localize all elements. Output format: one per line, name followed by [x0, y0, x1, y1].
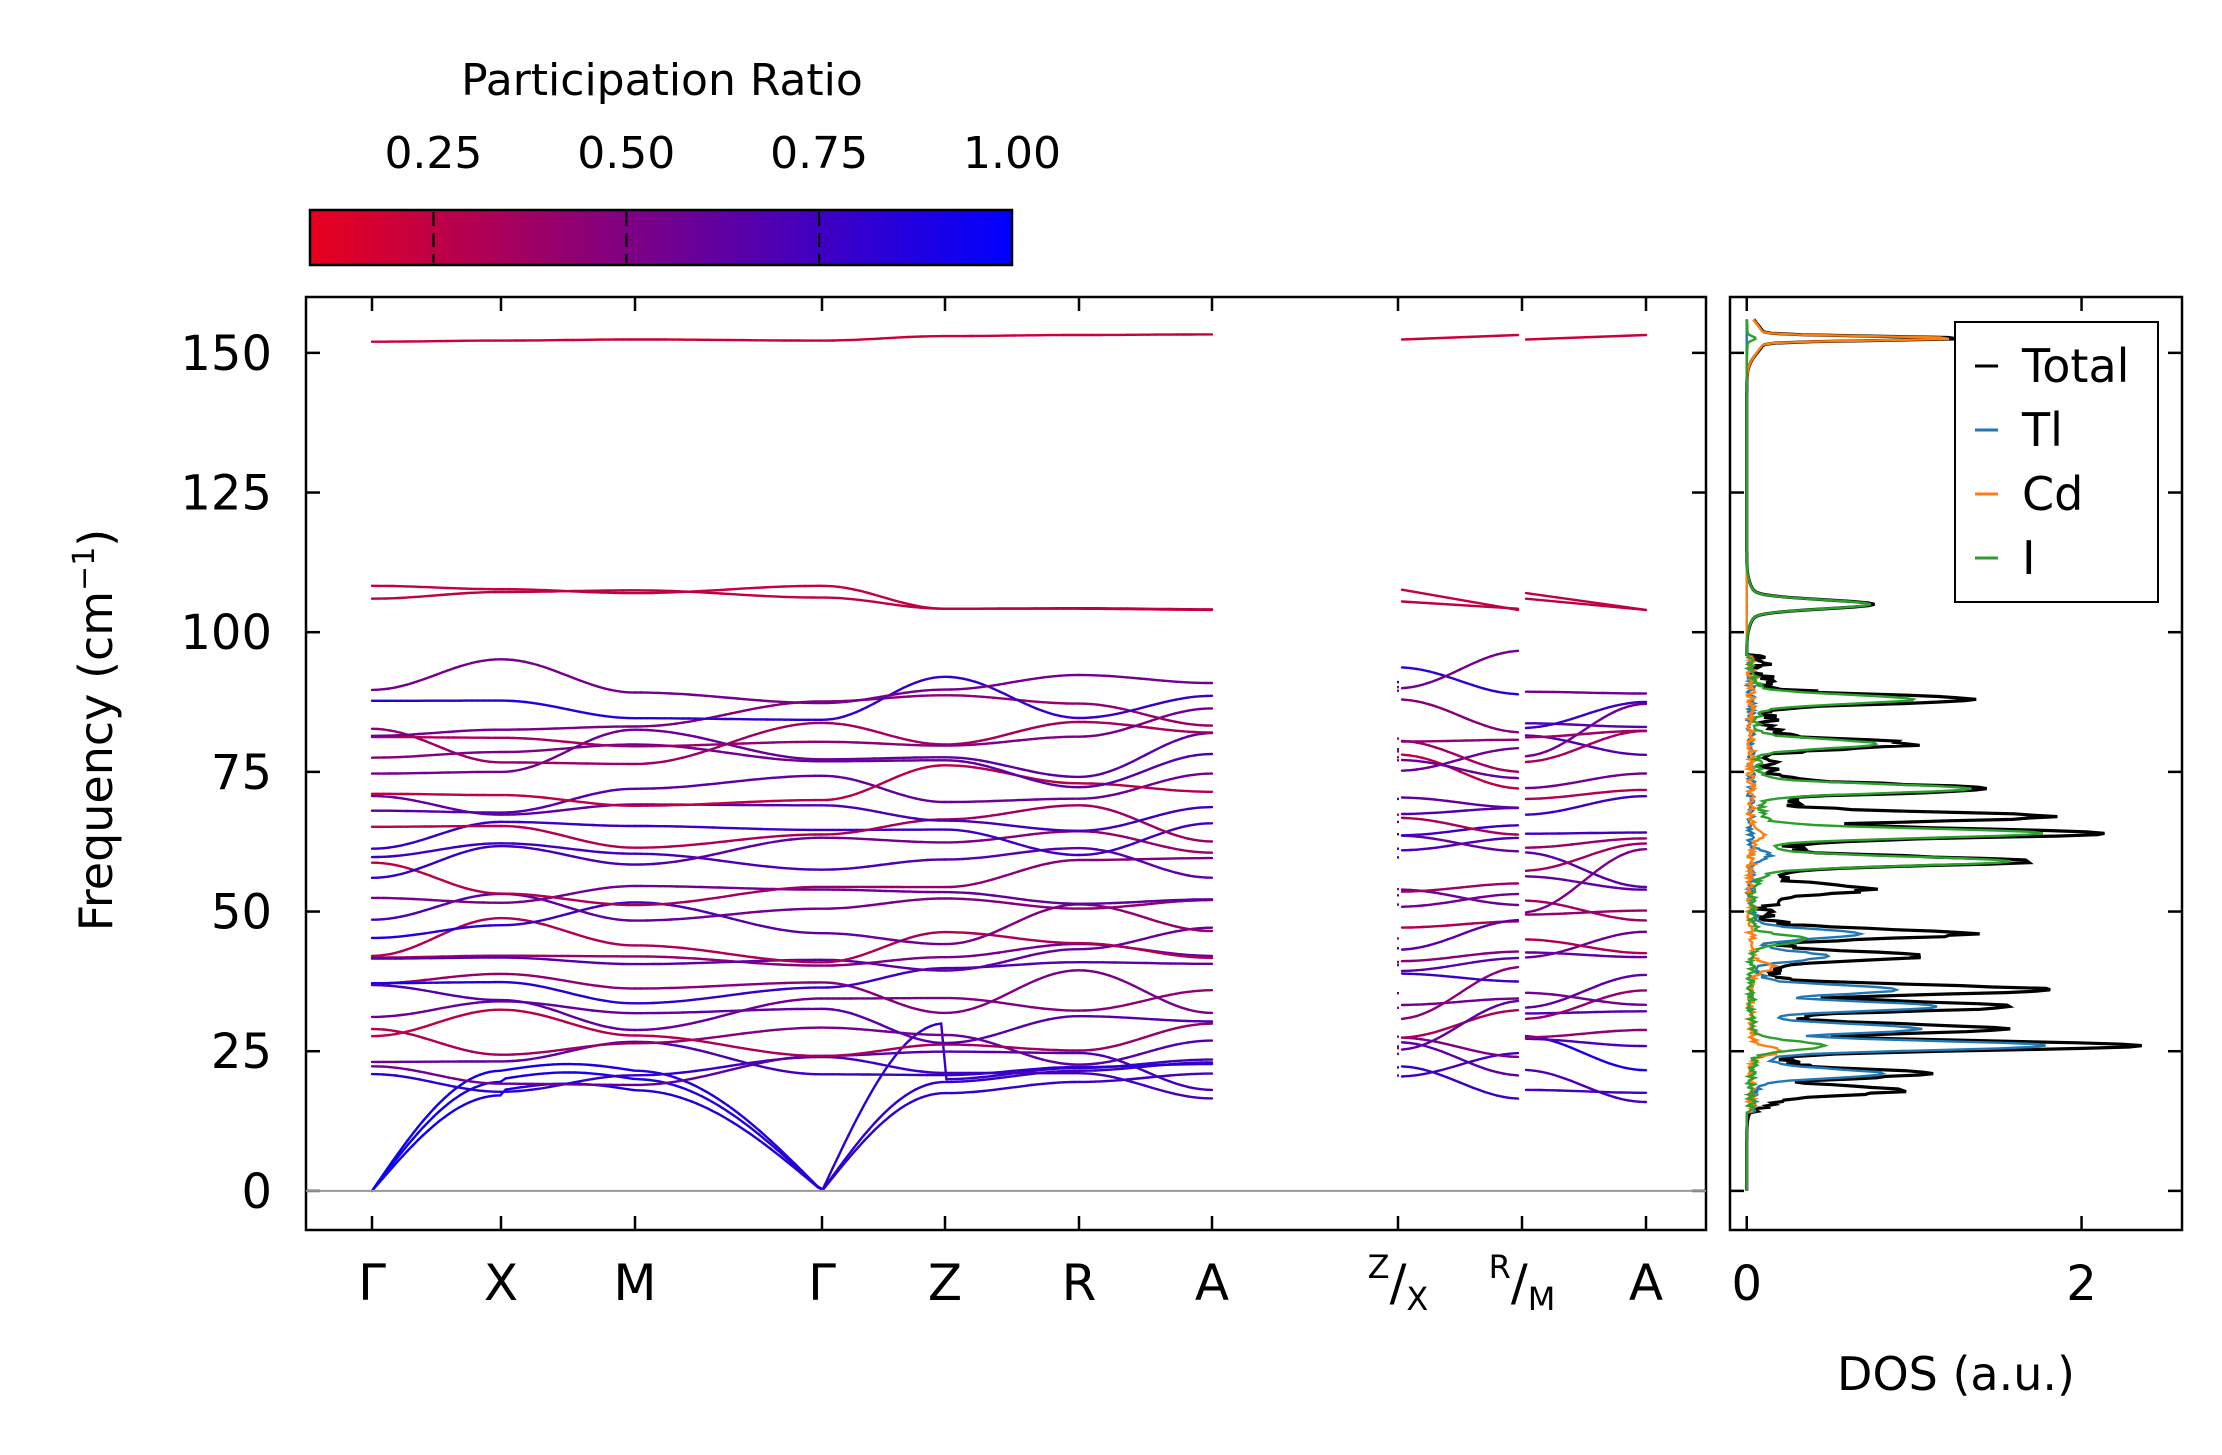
acoustic-branch — [857, 1134, 866, 1143]
acoustic-branch — [396, 1149, 404, 1159]
acoustic-branch — [867, 1085, 876, 1098]
acoustic-branch — [411, 1138, 420, 1147]
acoustic-branch — [821, 1177, 830, 1191]
acoustic-branch — [386, 1159, 394, 1170]
acoustic-branch — [862, 1128, 871, 1137]
optic-branch — [1452, 991, 1462, 999]
acoustic-branch — [396, 1154, 404, 1163]
optic-branch — [1446, 1027, 1456, 1035]
acoustic-branch — [867, 1129, 876, 1137]
colorbar-gradient — [308, 208, 1014, 267]
colorbar-tick-label: 0.75 — [770, 128, 868, 179]
acoustic-branch — [826, 1166, 835, 1180]
optic-branch — [1551, 898, 1561, 905]
optic-branch — [1607, 857, 1617, 864]
acoustic-branch — [432, 1102, 440, 1111]
optic-branch — [1601, 861, 1611, 868]
acoustic-branch — [401, 1149, 410, 1158]
acoustic-branch — [811, 1179, 819, 1188]
optic-branch — [1446, 995, 1456, 1003]
acoustic-branch — [867, 1122, 876, 1131]
acoustic-branch — [862, 1134, 871, 1143]
acoustic-branch — [805, 1174, 814, 1183]
optic-branch — [1464, 1016, 1474, 1023]
acoustic-branch — [837, 1144, 845, 1158]
acoustic-branch — [386, 1166, 394, 1175]
optic-branch — [1440, 999, 1449, 1006]
acoustic-branch — [427, 1115, 435, 1124]
optic-branch — [1458, 1020, 1468, 1027]
acoustic-branch — [883, 1062, 891, 1073]
optic-branch — [1557, 893, 1567, 901]
optic-branch — [1452, 1024, 1462, 1031]
acoustic-branch — [857, 1139, 866, 1148]
acoustic-branch — [862, 1094, 871, 1107]
acoustic-branch — [375, 1174, 384, 1185]
acoustic-branch — [852, 1145, 860, 1154]
acoustic-branch — [437, 1097, 446, 1105]
acoustic-branch — [795, 1164, 803, 1172]
optic-branch — [1570, 884, 1580, 892]
acoustic-branch — [406, 1132, 415, 1142]
acoustic-branch — [847, 1123, 855, 1137]
acoustic-branch — [852, 1140, 860, 1150]
acoustic-branch — [837, 1160, 845, 1170]
acoustic-branch — [370, 1182, 379, 1193]
optic-branch — [1464, 983, 1474, 991]
acoustic-branch — [779, 1148, 788, 1157]
colorbar-tick-label: 0.50 — [577, 128, 675, 179]
acoustic-branch — [427, 1107, 435, 1116]
acoustic-branch — [903, 1038, 912, 1046]
acoustic-branch — [800, 1169, 809, 1178]
acoustic-branch — [401, 1138, 410, 1149]
acoustic-branch — [842, 1157, 850, 1166]
acoustic-branch — [417, 1125, 425, 1135]
acoustic-branch — [888, 1055, 896, 1065]
acoustic-branch — [831, 1167, 840, 1177]
acoustic-branch — [826, 1174, 835, 1185]
colorbar-tick-label: 0.25 — [384, 128, 482, 179]
acoustic-branch — [411, 1125, 420, 1135]
acoustic-branch — [831, 1155, 840, 1169]
phonon-bands — [370, 333, 1648, 1193]
colorbar-ticks: 0.25 0.50 0.75 1.00 — [384, 128, 1061, 263]
acoustic-branch — [381, 1167, 389, 1178]
acoustic-branch — [847, 1151, 855, 1160]
acoustic-branch — [852, 1113, 860, 1127]
acoustic-branch — [391, 1156, 399, 1166]
optic-branch — [1595, 865, 1604, 873]
colorbar: Participation Ratio 0.25 0.50 0.75 1.00 — [308, 55, 1061, 267]
acoustic-branch — [837, 1163, 845, 1173]
colorbar-tick-label: 1.00 — [963, 128, 1061, 179]
optic-branch — [1471, 980, 1480, 987]
optic-branch — [1564, 889, 1573, 897]
acoustic-branch — [774, 1143, 782, 1152]
acoustic-branch — [422, 1113, 430, 1122]
acoustic-branch — [842, 1134, 850, 1148]
optic-branch — [1458, 987, 1468, 995]
acoustic-branch — [417, 1119, 425, 1129]
acoustic-branch — [873, 1077, 881, 1089]
acoustic-branch — [406, 1137, 415, 1146]
acoustic-branch — [391, 1160, 399, 1169]
acoustic-branch — [873, 1116, 881, 1125]
acoustic-branch — [842, 1153, 850, 1163]
optic-branch — [1582, 874, 1592, 882]
acoustic-branch — [391, 1152, 399, 1163]
acoustic-branch — [790, 1158, 798, 1167]
acoustic-branch — [784, 1153, 793, 1162]
optic-branch — [1576, 879, 1586, 887]
acoustic-branch — [857, 1104, 866, 1117]
acoustic-branch — [396, 1145, 404, 1156]
acoustic-branch — [847, 1146, 855, 1157]
acoustic-branch — [386, 1162, 394, 1172]
acoustic-branch — [878, 1111, 886, 1120]
acoustic-branch — [422, 1120, 430, 1129]
acoustic-branch — [411, 1131, 420, 1140]
acoustic-branch — [401, 1143, 410, 1153]
colorbar-label: Participation Ratio — [461, 55, 863, 106]
acoustic-branch — [406, 1143, 415, 1152]
